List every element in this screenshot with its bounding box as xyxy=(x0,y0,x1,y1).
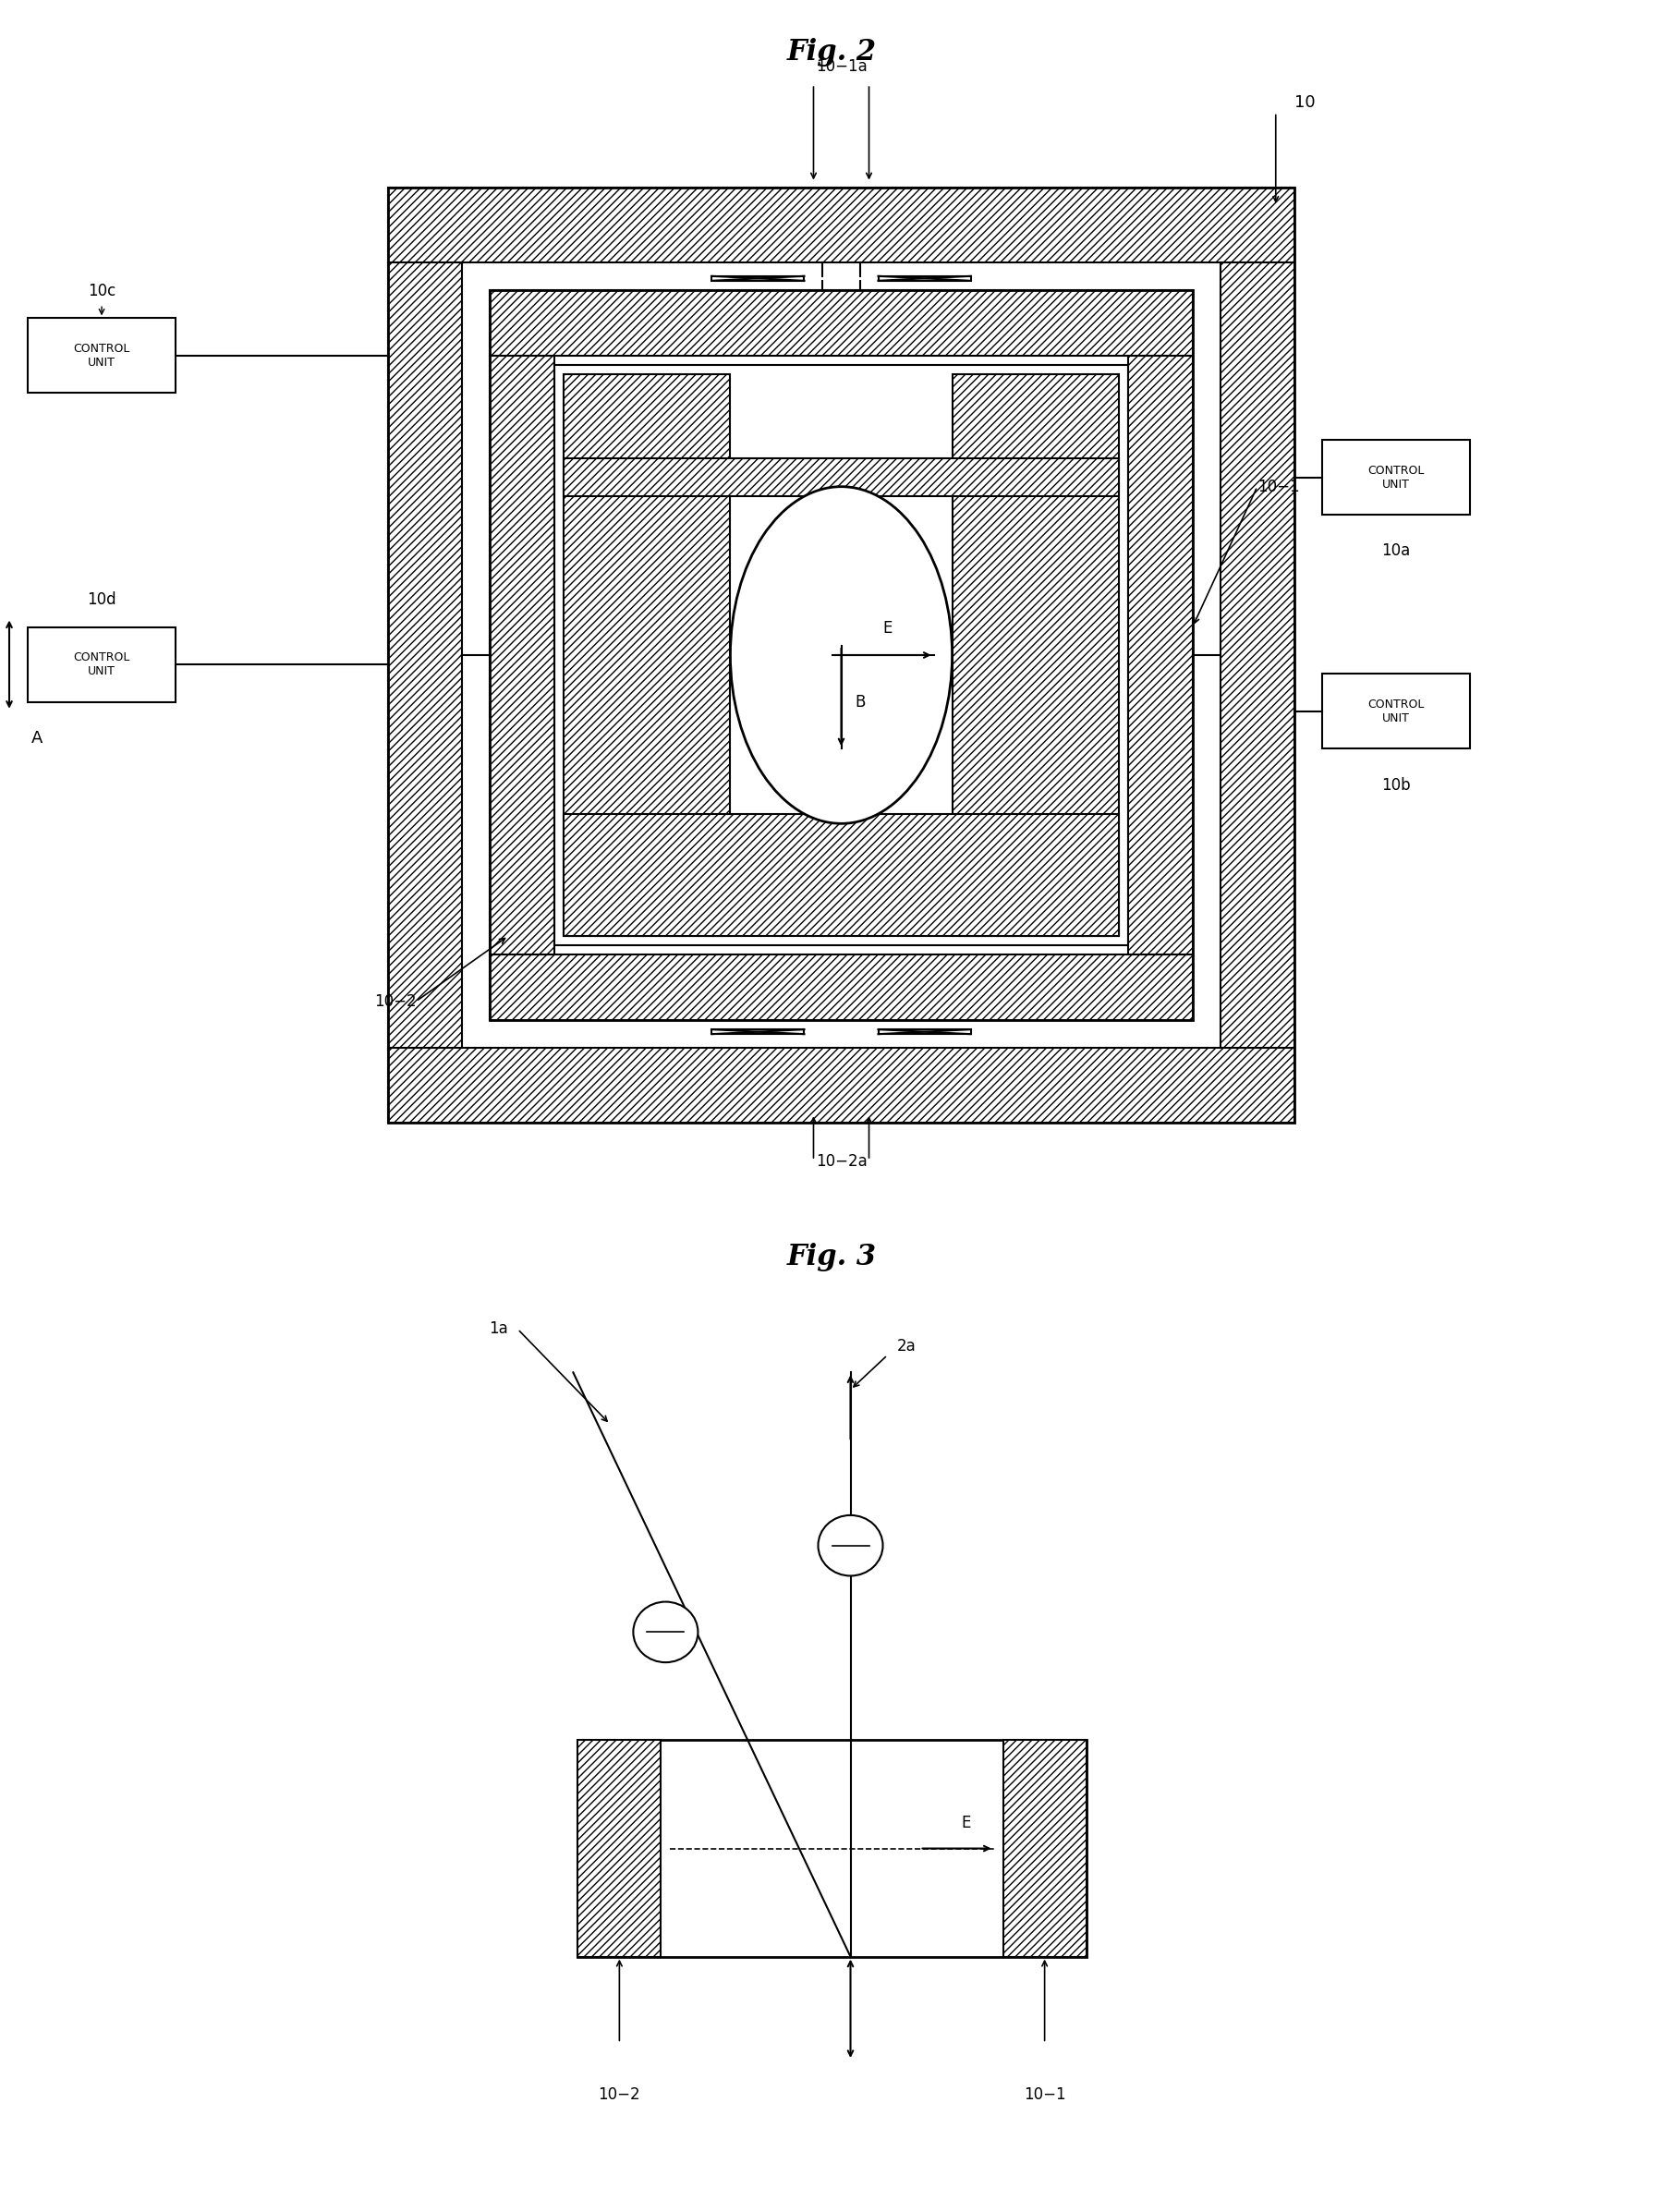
Text: CONTROL
UNIT: CONTROL UNIT xyxy=(73,653,130,677)
Text: A: A xyxy=(32,730,43,748)
Bar xyxy=(564,458,1118,495)
Text: CONTROL
UNIT: CONTROL UNIT xyxy=(73,343,130,369)
Text: E: E xyxy=(882,619,892,637)
Bar xyxy=(1128,356,1193,956)
Text: CONTROL
UNIT: CONTROL UNIT xyxy=(1368,465,1424,491)
Bar xyxy=(1220,261,1295,1048)
Text: E: E xyxy=(962,1814,970,1832)
Text: 10−1a: 10−1a xyxy=(815,58,867,75)
Text: Fig. 3: Fig. 3 xyxy=(787,1243,877,1272)
Bar xyxy=(564,374,730,936)
Bar xyxy=(577,1741,661,1958)
Bar xyxy=(489,356,554,956)
Bar xyxy=(804,276,879,281)
Text: 10−2a: 10−2a xyxy=(815,1152,867,1170)
Text: 10c: 10c xyxy=(88,283,116,299)
Text: 10b: 10b xyxy=(1381,776,1411,794)
Bar xyxy=(879,276,970,281)
Bar xyxy=(712,1029,804,1035)
Bar xyxy=(577,1741,1087,1958)
Bar xyxy=(952,374,1118,936)
Text: Fig. 2: Fig. 2 xyxy=(787,38,877,66)
Bar xyxy=(879,1029,970,1035)
Bar xyxy=(28,626,176,701)
Bar xyxy=(489,290,1193,1020)
Bar xyxy=(804,1029,879,1035)
Bar xyxy=(489,290,1193,356)
Text: 2a: 2a xyxy=(897,1338,915,1354)
Bar xyxy=(388,188,1295,1124)
Bar xyxy=(564,814,1118,936)
Text: 10−1: 10−1 xyxy=(1023,2086,1065,2104)
Text: CONTROL
UNIT: CONTROL UNIT xyxy=(1368,699,1424,723)
Bar xyxy=(554,365,1128,945)
Ellipse shape xyxy=(730,487,952,823)
Circle shape xyxy=(634,1601,697,1663)
Bar xyxy=(1003,1741,1087,1958)
Bar xyxy=(463,261,1220,1048)
Bar xyxy=(388,261,463,1048)
Text: 10: 10 xyxy=(1295,95,1315,111)
Bar xyxy=(1321,440,1469,515)
Text: 10−2: 10−2 xyxy=(374,993,416,1009)
Text: 10a: 10a xyxy=(1381,542,1411,560)
Circle shape xyxy=(819,1515,884,1575)
Bar xyxy=(28,319,176,394)
Text: 1a: 1a xyxy=(489,1321,509,1338)
Text: B: B xyxy=(855,695,865,710)
Bar xyxy=(712,276,804,281)
Bar xyxy=(1321,675,1469,748)
Bar xyxy=(388,188,1295,261)
Bar xyxy=(388,1048,1295,1124)
Text: 10−2: 10−2 xyxy=(599,2086,641,2104)
Text: 10−1: 10−1 xyxy=(1258,478,1300,495)
Bar xyxy=(489,956,1193,1020)
Text: 10d: 10d xyxy=(87,591,116,608)
